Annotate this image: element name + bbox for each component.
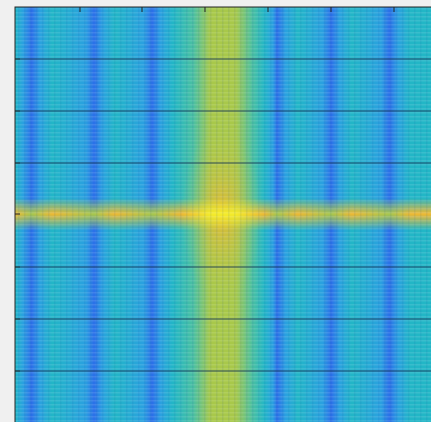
plot-area: [15, 7, 431, 422]
fine-cols: [15, 7, 431, 422]
heatmap-figure: [0, 0, 431, 422]
page: {"chart_data": {"type": "heatmap", "colo…: [0, 0, 431, 422]
